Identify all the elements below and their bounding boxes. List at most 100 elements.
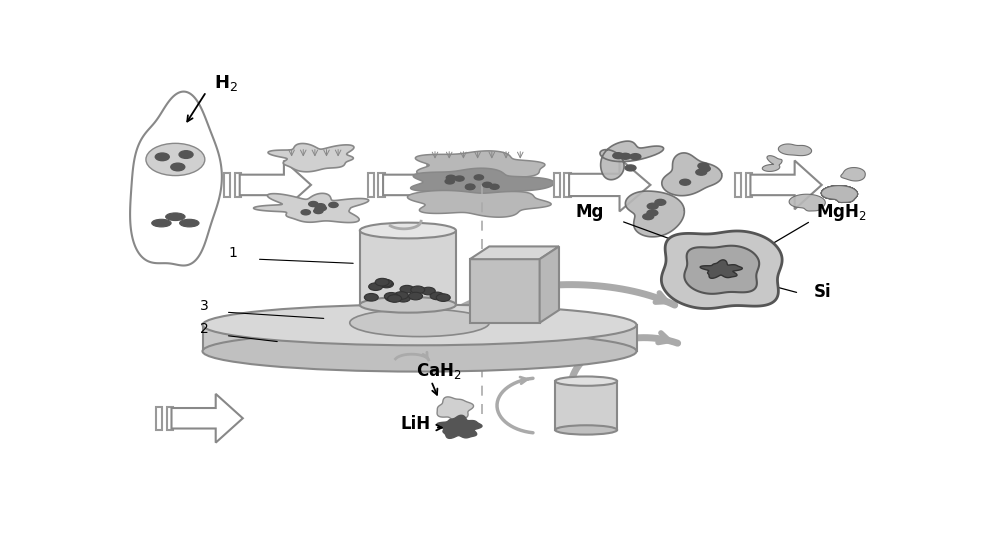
Ellipse shape	[202, 331, 637, 371]
Circle shape	[155, 153, 169, 161]
Circle shape	[384, 293, 398, 300]
Polygon shape	[841, 168, 865, 181]
Polygon shape	[625, 191, 684, 237]
Polygon shape	[750, 160, 822, 209]
Text: CaH$_2$: CaH$_2$	[416, 361, 461, 381]
Circle shape	[314, 208, 323, 214]
Circle shape	[369, 283, 383, 290]
Circle shape	[625, 165, 636, 171]
Circle shape	[421, 287, 435, 295]
Circle shape	[465, 185, 475, 190]
Bar	[368, 173, 374, 197]
Bar	[378, 173, 385, 197]
Bar	[735, 173, 741, 197]
Polygon shape	[821, 186, 858, 202]
Circle shape	[474, 175, 484, 180]
Polygon shape	[778, 144, 812, 155]
Polygon shape	[662, 153, 722, 196]
Circle shape	[375, 278, 389, 286]
Circle shape	[394, 291, 408, 299]
Circle shape	[301, 210, 310, 215]
Circle shape	[329, 202, 338, 208]
Polygon shape	[383, 160, 454, 209]
Polygon shape	[407, 191, 551, 217]
Ellipse shape	[555, 376, 617, 386]
Bar	[470, 259, 540, 323]
Ellipse shape	[555, 425, 617, 435]
Circle shape	[396, 294, 410, 302]
Polygon shape	[172, 394, 243, 442]
Polygon shape	[821, 186, 858, 202]
Polygon shape	[411, 168, 554, 197]
Polygon shape	[540, 246, 559, 323]
Bar	[224, 173, 230, 197]
Bar	[235, 173, 241, 197]
Bar	[564, 173, 571, 197]
Polygon shape	[437, 397, 474, 421]
Polygon shape	[789, 194, 825, 211]
Circle shape	[647, 203, 658, 209]
Polygon shape	[600, 141, 664, 180]
Circle shape	[466, 184, 475, 189]
Circle shape	[146, 143, 205, 176]
Circle shape	[699, 166, 710, 172]
Bar	[554, 173, 560, 197]
Ellipse shape	[350, 309, 489, 337]
Circle shape	[411, 286, 425, 294]
Circle shape	[179, 151, 193, 158]
Text: 1: 1	[228, 246, 237, 260]
Text: Si: Si	[814, 283, 831, 301]
Circle shape	[385, 294, 399, 301]
Ellipse shape	[166, 213, 185, 220]
Polygon shape	[821, 186, 858, 202]
Circle shape	[388, 295, 402, 302]
Circle shape	[698, 163, 709, 169]
Circle shape	[317, 206, 326, 210]
Circle shape	[620, 153, 631, 159]
Polygon shape	[268, 143, 354, 172]
Circle shape	[455, 176, 464, 181]
Text: 2: 2	[200, 322, 209, 337]
Circle shape	[680, 179, 691, 185]
Polygon shape	[821, 186, 858, 202]
Ellipse shape	[202, 305, 637, 345]
Circle shape	[380, 280, 393, 288]
Circle shape	[316, 204, 325, 209]
Bar	[167, 407, 173, 430]
Circle shape	[378, 279, 392, 287]
Polygon shape	[821, 186, 858, 202]
Circle shape	[171, 163, 185, 171]
Circle shape	[483, 182, 492, 187]
Ellipse shape	[180, 219, 199, 227]
Polygon shape	[254, 193, 369, 223]
Circle shape	[446, 175, 456, 180]
Polygon shape	[821, 186, 858, 202]
Circle shape	[409, 292, 423, 300]
Bar	[555, 381, 617, 430]
Polygon shape	[240, 160, 311, 209]
Text: LiH: LiH	[400, 415, 430, 433]
Polygon shape	[821, 186, 858, 202]
Bar	[360, 230, 456, 305]
Polygon shape	[130, 91, 222, 266]
Text: MgH$_2$: MgH$_2$	[816, 202, 867, 223]
Polygon shape	[569, 158, 650, 212]
Polygon shape	[661, 231, 782, 309]
Bar	[202, 325, 637, 351]
Text: Mg: Mg	[576, 203, 604, 221]
Polygon shape	[821, 186, 858, 202]
Text: 3: 3	[200, 299, 209, 313]
Ellipse shape	[360, 223, 456, 239]
Circle shape	[436, 294, 450, 301]
Polygon shape	[415, 151, 545, 179]
Circle shape	[430, 292, 444, 300]
Circle shape	[696, 169, 707, 175]
Polygon shape	[684, 246, 759, 294]
Circle shape	[445, 179, 454, 184]
Polygon shape	[821, 186, 858, 202]
Polygon shape	[762, 156, 782, 171]
Circle shape	[400, 285, 414, 293]
Ellipse shape	[360, 297, 456, 312]
Circle shape	[315, 206, 324, 211]
Circle shape	[364, 294, 378, 301]
